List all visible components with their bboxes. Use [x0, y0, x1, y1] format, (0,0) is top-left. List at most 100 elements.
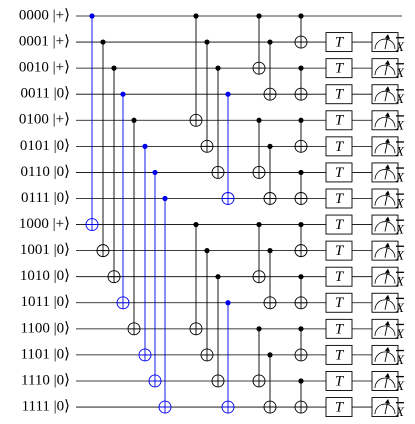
meter-arrow: [385, 268, 390, 274]
control-dot: [256, 326, 262, 332]
t-gate: [325, 344, 353, 365]
control-dot: [215, 274, 221, 280]
control-dot: [298, 378, 304, 384]
control-dot: [204, 39, 210, 45]
measure-basis: X: [395, 195, 405, 210]
control-dot: [193, 221, 199, 228]
measure-basis: X: [395, 404, 405, 419]
meter-arrow: [385, 112, 390, 118]
t-gate-label: T: [335, 35, 345, 51]
measure-basis: X: [395, 169, 405, 184]
meter-arc: [374, 325, 396, 336]
t-gate: [325, 397, 353, 417]
control-dot: [131, 117, 137, 123]
wire-label: 1101 |0⟩: [20, 346, 70, 362]
measure: [371, 240, 399, 261]
meter-arc: [374, 195, 396, 206]
meter-arc: [374, 403, 396, 415]
t-gate: [325, 136, 353, 157]
measure-basis: X: [395, 378, 405, 393]
t-gate-label: T: [335, 217, 345, 233]
control-dot: [298, 13, 304, 19]
meter-arc: [374, 169, 396, 180]
measure-basis: X: [395, 222, 405, 237]
wire-label: 0101 |0⟩: [20, 138, 70, 154]
meter-arrow: [385, 190, 390, 196]
measure: [371, 344, 399, 365]
control-dot: [225, 300, 231, 306]
t-gate-label: T: [335, 191, 345, 207]
measure-basis: X: [395, 300, 405, 315]
measure: [371, 214, 399, 235]
control-dot: [89, 13, 95, 19]
t-gate: [325, 84, 353, 105]
control-dot: [298, 65, 304, 71]
meter-arrow: [385, 294, 390, 300]
measure-basis: X: [395, 39, 405, 54]
measure-basis: X: [395, 274, 405, 289]
control-dot: [162, 195, 168, 202]
measure-basis: X: [395, 91, 405, 106]
t-gate-label: T: [335, 243, 345, 259]
t-gate-label: T: [335, 347, 345, 363]
wire-label: 1111 |0⟩: [22, 398, 70, 414]
wire-label: 0100 |+⟩: [19, 112, 70, 128]
wire-label: 1100 |0⟩: [20, 320, 70, 336]
wire-label: 1110 |0⟩: [21, 372, 70, 388]
t-gate: [325, 110, 353, 131]
t-gate-label: T: [335, 399, 345, 415]
control-dot: [298, 169, 304, 176]
control-dot: [298, 221, 304, 228]
measure: [371, 84, 399, 105]
meter-arc: [374, 116, 396, 128]
meter-arrow: [385, 138, 390, 144]
measure: [371, 136, 399, 157]
meter-arc: [374, 377, 396, 389]
control-dot: [267, 248, 273, 254]
t-gate-label: T: [335, 373, 345, 389]
meter-arc: [374, 38, 396, 50]
wire-label: 0110 |0⟩: [20, 164, 70, 180]
meter-arc: [374, 273, 396, 284]
meter-arrow: [385, 60, 390, 66]
control-dot: [267, 143, 273, 149]
t-gate-label: T: [335, 139, 345, 155]
measure: [371, 188, 399, 209]
control-dot: [267, 39, 273, 45]
t-gate: [325, 162, 353, 183]
meter-arc: [374, 221, 396, 232]
control-dot: [120, 91, 126, 97]
t-gate-label: T: [335, 87, 345, 103]
t-gate-label: T: [335, 113, 345, 129]
t-gate: [325, 214, 353, 235]
t-gate-label: T: [335, 269, 345, 285]
measure: [371, 110, 399, 131]
wire-label: 1001 |0⟩: [20, 242, 70, 258]
t-gate: [325, 371, 353, 391]
meter-arrow: [385, 86, 390, 92]
control-dot: [100, 39, 106, 45]
t-gate: [325, 292, 353, 313]
meter-arrow: [385, 346, 390, 352]
wire-label: 1010 |0⟩: [20, 268, 70, 284]
t-gate-label: T: [335, 165, 345, 181]
meter-arc: [374, 64, 396, 76]
measure-basis: X: [395, 326, 405, 341]
meter-arc: [374, 90, 396, 102]
meter-arrow: [385, 320, 390, 326]
t-gate: [325, 188, 353, 209]
t-gate: [325, 240, 353, 261]
t-gate-label: T: [335, 321, 345, 337]
measure: [371, 318, 399, 339]
measure-basis: X: [395, 65, 405, 80]
measure-basis: X: [395, 248, 405, 263]
control-dot: [204, 248, 210, 254]
measure: [371, 58, 399, 79]
meter-arrow: [385, 216, 390, 222]
t-gate-label: T: [335, 61, 345, 77]
measure: [371, 266, 399, 287]
t-gate: [325, 318, 353, 339]
meter-arrow: [385, 242, 390, 248]
measure-basis: X: [395, 117, 405, 132]
